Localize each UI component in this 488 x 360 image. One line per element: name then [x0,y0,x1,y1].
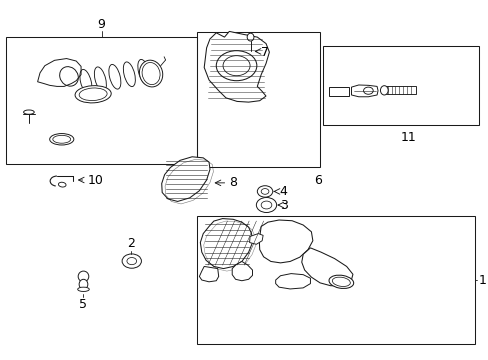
Ellipse shape [78,271,89,282]
Polygon shape [249,234,263,244]
Polygon shape [162,157,209,202]
Text: 8: 8 [229,176,237,189]
Text: 6: 6 [313,174,321,187]
Text: 2: 2 [126,237,135,250]
Ellipse shape [380,86,387,95]
Bar [6,37,197,164]
Bar [328,87,348,96]
Text: 11: 11 [400,131,416,144]
Text: 1: 1 [478,274,486,287]
Polygon shape [275,274,310,289]
Text: 7: 7 [261,46,268,59]
Ellipse shape [328,275,353,288]
Text: 5: 5 [80,298,87,311]
Ellipse shape [79,279,88,289]
Ellipse shape [23,110,34,114]
Polygon shape [204,31,269,102]
Ellipse shape [139,60,163,87]
Ellipse shape [75,86,111,103]
Polygon shape [199,266,218,282]
Polygon shape [301,248,352,286]
Bar [197,216,474,344]
Circle shape [257,186,272,197]
Ellipse shape [59,182,66,187]
Polygon shape [232,261,252,281]
Bar [197,32,320,167]
Ellipse shape [78,287,89,292]
Polygon shape [259,220,312,263]
Text: 3: 3 [280,198,288,212]
Ellipse shape [50,134,74,145]
Text: 4: 4 [279,185,286,198]
Polygon shape [38,59,81,86]
Text: 10: 10 [87,174,103,187]
Text: 9: 9 [98,18,105,31]
Circle shape [256,198,276,212]
Bar [322,46,478,125]
Polygon shape [351,85,377,97]
Polygon shape [200,219,252,269]
Circle shape [216,51,256,81]
Bar [386,86,415,94]
Ellipse shape [246,33,253,41]
Circle shape [122,254,141,268]
